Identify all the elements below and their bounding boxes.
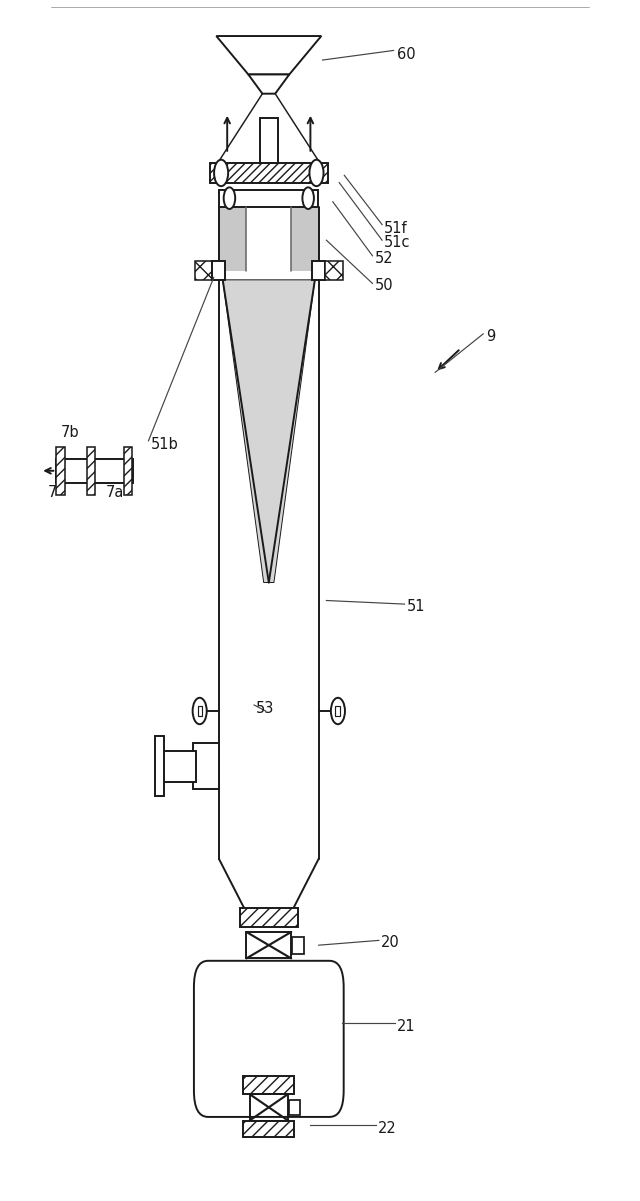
Circle shape — [331, 698, 345, 724]
Bar — [155, 736, 164, 796]
Bar — [87, 447, 95, 495]
Text: 53: 53 — [256, 701, 275, 716]
Circle shape — [224, 187, 236, 209]
Text: 51c: 51c — [384, 235, 410, 250]
Text: 7b: 7b — [61, 425, 79, 440]
Text: 50: 50 — [374, 279, 393, 293]
Bar — [243, 1076, 294, 1094]
Text: 60: 60 — [397, 47, 415, 61]
Bar — [56, 459, 133, 483]
Bar — [195, 261, 212, 280]
Bar — [240, 962, 298, 981]
Circle shape — [309, 160, 323, 186]
Text: 7: 7 — [48, 485, 58, 500]
Polygon shape — [219, 207, 246, 271]
Bar — [312, 261, 325, 280]
Bar — [56, 447, 65, 495]
Bar — [212, 261, 225, 280]
Bar — [210, 163, 328, 183]
Polygon shape — [248, 74, 289, 94]
Bar — [289, 1100, 300, 1115]
Bar — [193, 743, 219, 789]
FancyBboxPatch shape — [194, 961, 344, 1117]
Polygon shape — [291, 207, 319, 271]
Bar — [260, 118, 278, 163]
Text: 51: 51 — [406, 599, 425, 614]
Polygon shape — [216, 36, 321, 74]
Bar — [243, 1121, 294, 1137]
Text: 52: 52 — [374, 251, 393, 265]
Bar — [219, 190, 319, 207]
Text: 9: 9 — [486, 329, 495, 343]
Circle shape — [302, 187, 314, 209]
Text: 7a: 7a — [106, 485, 124, 500]
Bar — [335, 706, 340, 716]
Bar — [292, 937, 304, 954]
Text: 22: 22 — [378, 1122, 396, 1136]
Polygon shape — [223, 280, 315, 582]
Bar — [325, 261, 343, 280]
Text: 20: 20 — [381, 936, 399, 950]
Circle shape — [193, 698, 207, 724]
Bar — [124, 447, 132, 495]
Text: 51f: 51f — [384, 221, 408, 235]
Bar — [250, 1094, 288, 1121]
Text: 21: 21 — [397, 1020, 415, 1034]
Bar — [161, 751, 196, 782]
Circle shape — [214, 160, 228, 186]
Bar — [240, 908, 298, 927]
Bar — [198, 706, 202, 716]
Text: 51b: 51b — [150, 437, 178, 452]
Bar — [246, 932, 291, 958]
